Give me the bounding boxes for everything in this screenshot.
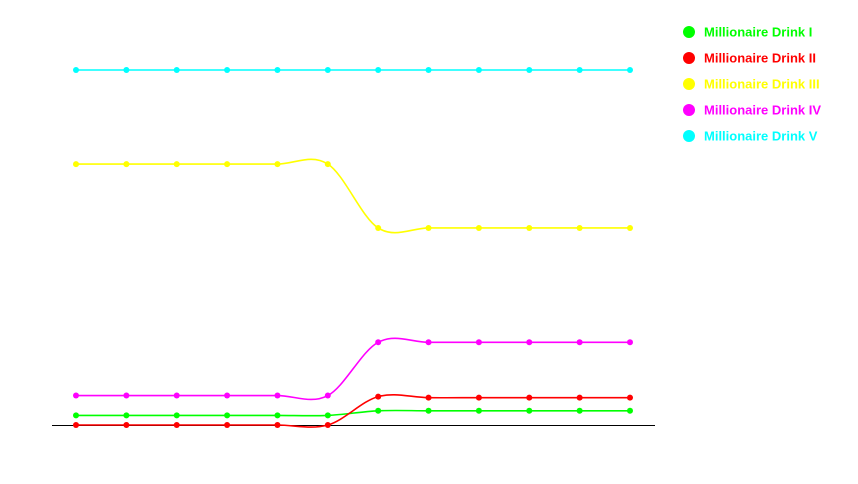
data-point[interactable]	[627, 224, 633, 231]
data-point[interactable]	[123, 67, 130, 73]
data-point[interactable]	[425, 394, 432, 401]
data-point[interactable]	[627, 67, 633, 73]
legend: Millionaire Drink I Millionaire Drink II M…	[683, 25, 821, 144]
data-point[interactable]	[526, 339, 533, 346]
legend-marker	[683, 130, 695, 142]
data-point[interactable]	[123, 412, 130, 419]
data-point[interactable]	[475, 339, 482, 346]
legend-item-millionaire-drink-iv[interactable]: Millionaire Drink IV	[683, 103, 821, 118]
data-point[interactable]	[324, 422, 331, 428]
data-point[interactable]	[576, 407, 583, 414]
data-point[interactable]	[375, 407, 382, 414]
data-point[interactable]	[475, 394, 482, 401]
series-line	[76, 337, 630, 401]
series-millionaire-drink-ii	[73, 393, 633, 428]
legend-marker	[683, 26, 695, 38]
series-millionaire-drink-v	[73, 67, 633, 73]
data-point[interactable]	[375, 393, 382, 400]
data-point[interactable]	[173, 412, 180, 419]
data-point[interactable]	[576, 224, 583, 231]
data-point[interactable]	[224, 412, 231, 419]
series-line	[76, 409, 630, 417]
data-point[interactable]	[425, 339, 432, 346]
legend-label: Millionaire Drink IV	[704, 103, 821, 118]
data-point[interactable]	[526, 394, 533, 401]
series-line	[76, 158, 630, 234]
legend-marker	[683, 52, 695, 64]
series-line	[75, 394, 630, 428]
data-point[interactable]	[375, 224, 382, 231]
data-point[interactable]	[526, 224, 533, 231]
data-point[interactable]	[576, 339, 583, 346]
data-point[interactable]	[123, 392, 130, 399]
legend-item-millionaire-drink-iii[interactable]: Millionaire Drink III	[683, 77, 820, 92]
legend-item-millionaire-drink-v[interactable]: Millionaire Drink V	[683, 129, 818, 144]
data-point[interactable]	[526, 67, 533, 73]
series-group	[73, 67, 633, 428]
legend-item-millionaire-drink-i[interactable]: Millionaire Drink I	[683, 25, 812, 40]
data-point[interactable]	[274, 392, 281, 399]
series-millionaire-drink-i	[73, 407, 633, 419]
series-millionaire-drink-iii	[73, 158, 633, 234]
data-point[interactable]	[274, 161, 281, 168]
data-point[interactable]	[173, 392, 180, 399]
legend-label: Millionaire Drink I	[704, 25, 812, 40]
data-point[interactable]	[576, 67, 583, 73]
data-point[interactable]	[324, 412, 331, 419]
data-point[interactable]	[224, 392, 231, 399]
data-point[interactable]	[224, 422, 231, 428]
legend-label: Millionaire Drink III	[704, 77, 820, 92]
data-point[interactable]	[324, 67, 331, 73]
legend-marker	[683, 104, 695, 116]
series-millionaire-drink-iv	[73, 337, 633, 401]
data-point[interactable]	[224, 67, 231, 73]
data-point[interactable]	[375, 67, 382, 73]
data-point[interactable]	[274, 67, 281, 73]
data-point[interactable]	[576, 394, 583, 401]
data-point[interactable]	[73, 412, 79, 419]
data-point[interactable]	[425, 224, 432, 231]
legend-label: Millionaire Drink V	[704, 129, 818, 144]
data-point[interactable]	[627, 407, 633, 414]
legend-marker	[683, 78, 695, 90]
data-point[interactable]	[475, 67, 482, 73]
data-point[interactable]	[173, 422, 180, 428]
data-point[interactable]	[425, 407, 432, 414]
data-point[interactable]	[324, 392, 331, 399]
data-point[interactable]	[274, 422, 281, 428]
data-point[interactable]	[375, 339, 382, 346]
data-point[interactable]	[526, 407, 533, 414]
data-point[interactable]	[123, 161, 130, 168]
legend-label: Millionaire Drink II	[704, 51, 816, 66]
data-point[interactable]	[73, 67, 79, 73]
data-point[interactable]	[73, 161, 79, 168]
data-point[interactable]	[224, 161, 231, 168]
data-point[interactable]	[73, 422, 79, 428]
data-point[interactable]	[627, 394, 633, 401]
data-point[interactable]	[425, 67, 432, 73]
data-point[interactable]	[73, 392, 79, 399]
data-point[interactable]	[627, 339, 633, 346]
data-point[interactable]	[123, 422, 130, 428]
data-point[interactable]	[274, 412, 281, 419]
legend-item-millionaire-drink-ii[interactable]: Millionaire Drink II	[683, 51, 816, 66]
data-point[interactable]	[324, 161, 331, 168]
data-point[interactable]	[173, 67, 180, 73]
data-point[interactable]	[173, 161, 180, 168]
data-point[interactable]	[475, 224, 482, 231]
data-point[interactable]	[475, 407, 482, 414]
